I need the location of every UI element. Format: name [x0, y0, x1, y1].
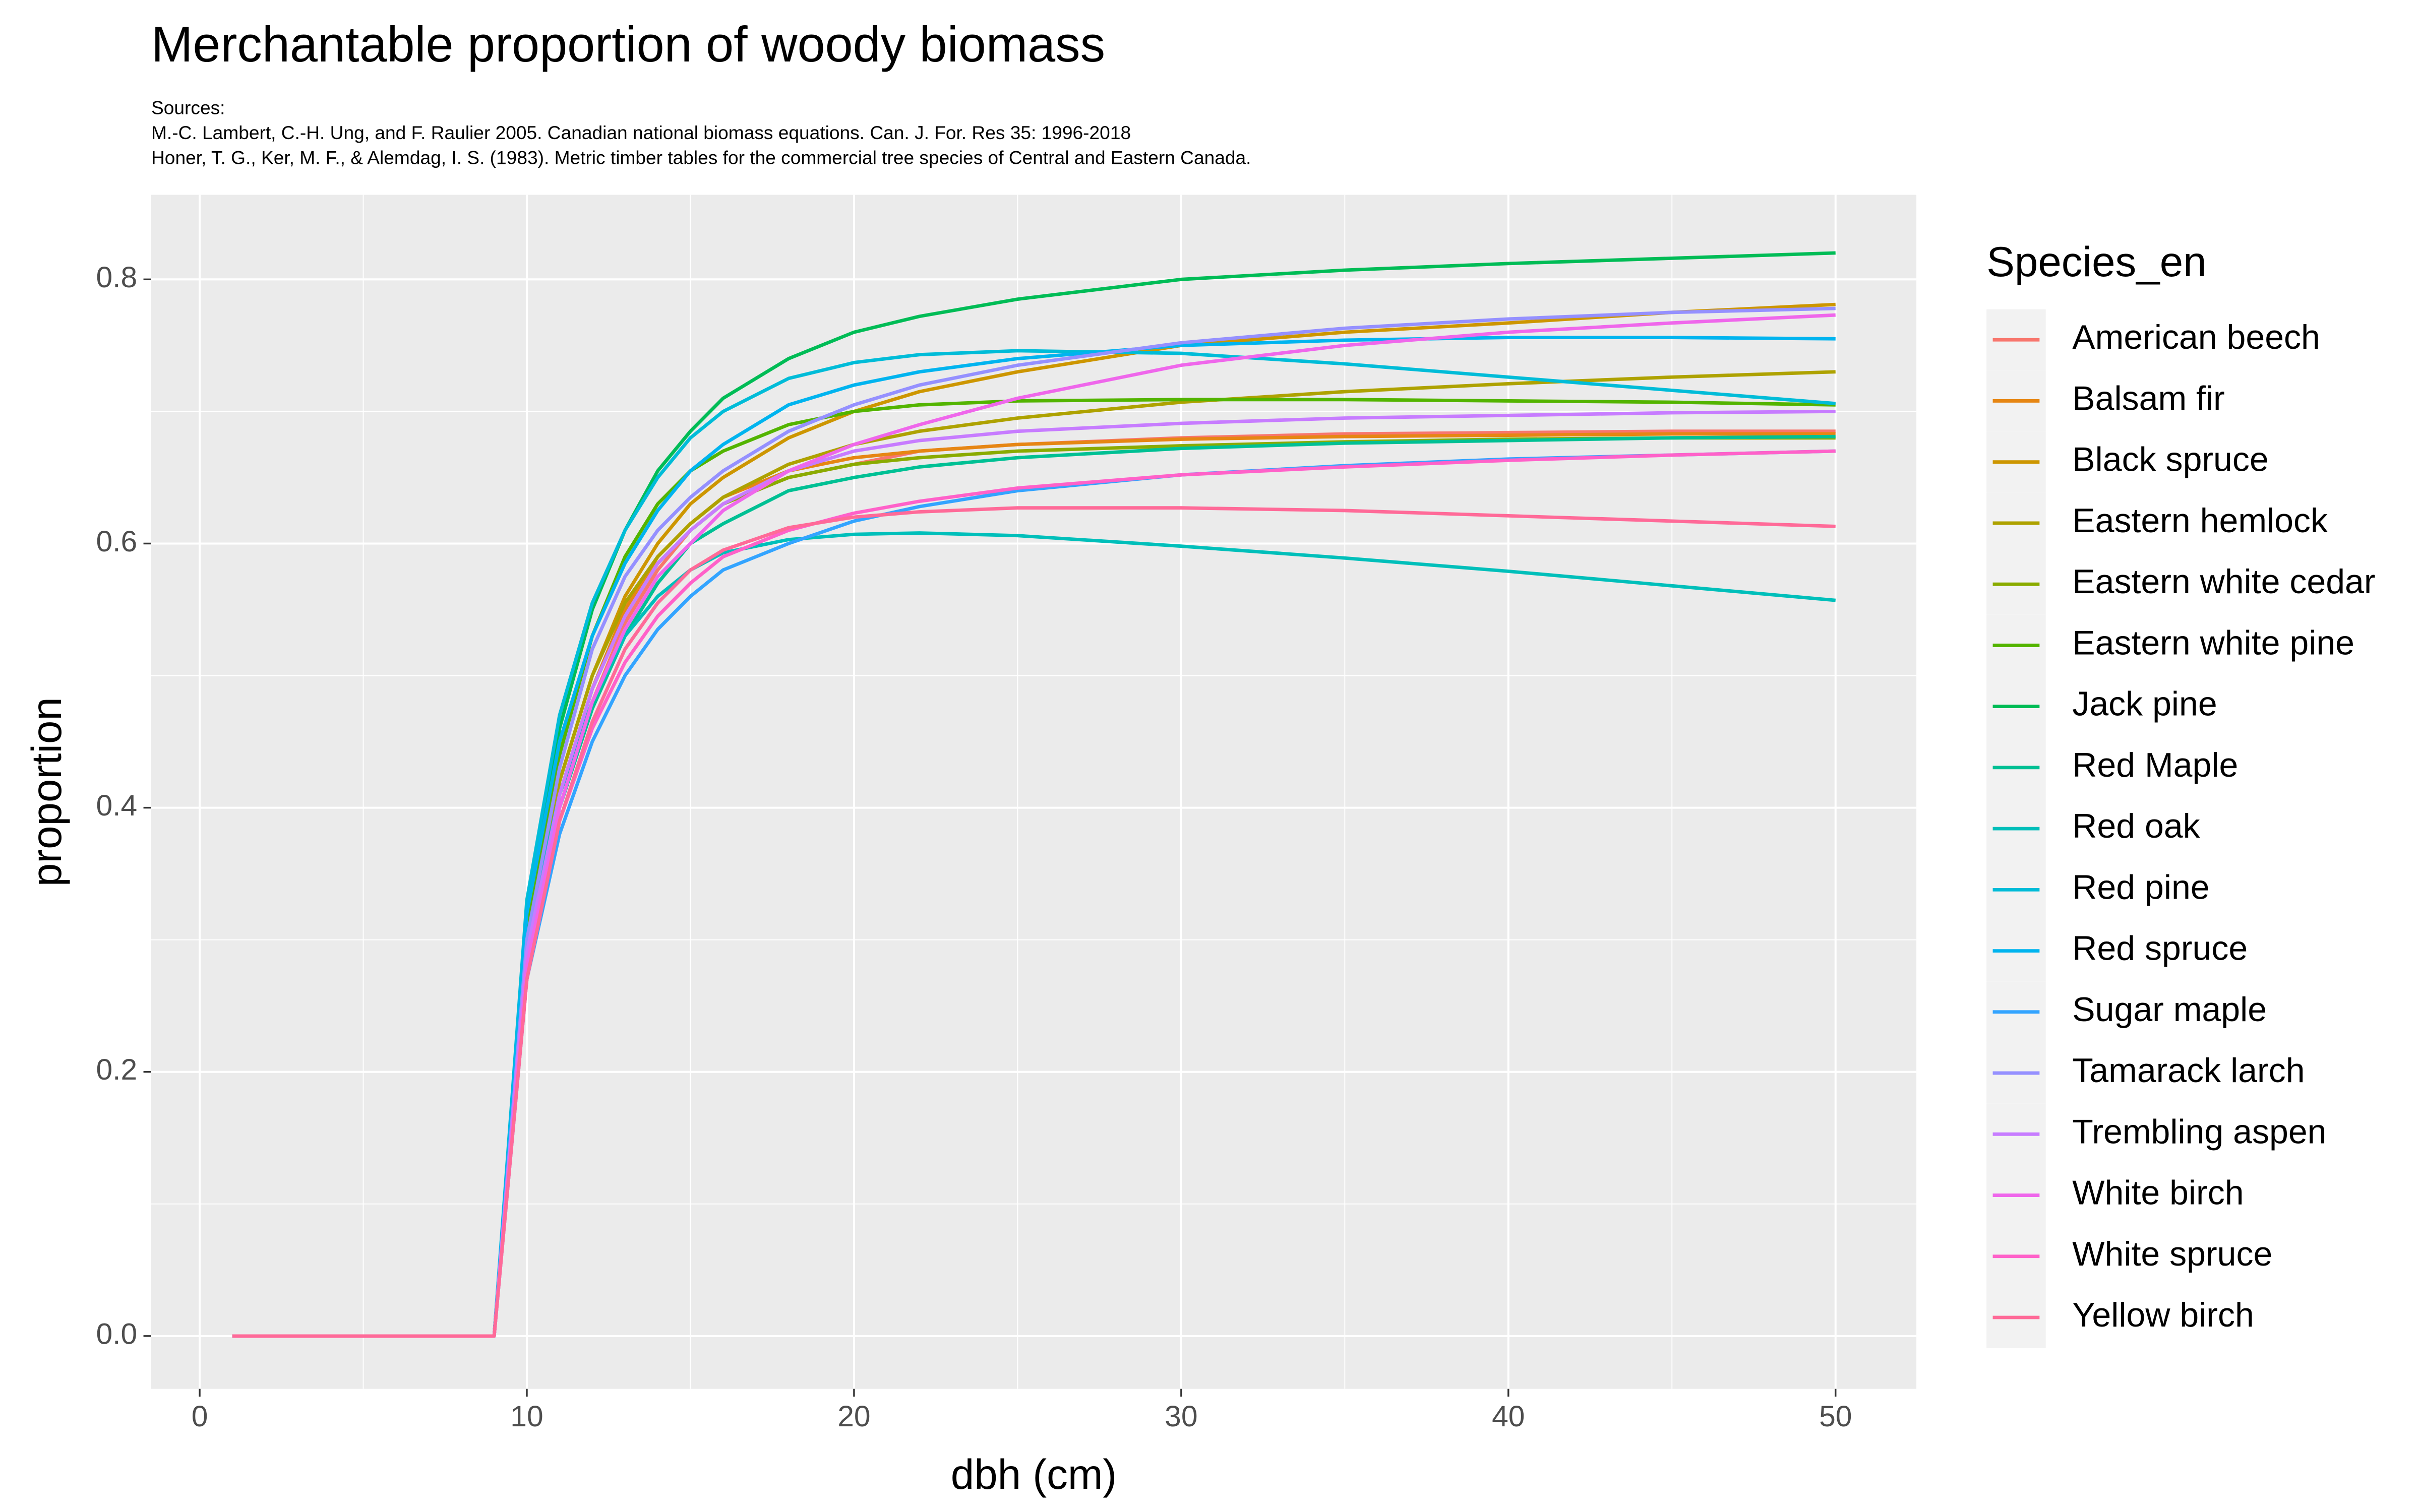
legend-label: American beech	[2072, 318, 2320, 356]
y-tick-label: 0.6	[96, 525, 137, 558]
legend-label: Red pine	[2072, 868, 2209, 906]
subtitle: Sources:	[151, 97, 225, 118]
legend-label: Trembling aspen	[2072, 1112, 2326, 1151]
legend-title: Species_en	[1986, 238, 2206, 285]
legend-label: Red spruce	[2072, 929, 2248, 968]
legend-label: Red Maple	[2072, 746, 2238, 784]
x-tick-label: 10	[510, 1400, 543, 1433]
chart-title: Merchantable proportion of woody biomass	[151, 16, 1105, 72]
legend-label: Balsam fir	[2072, 379, 2224, 417]
series-line	[232, 409, 1836, 1338]
series-line	[232, 306, 1836, 1338]
x-axis-label: dbh (cm)	[951, 1451, 1117, 1498]
legend-label: Eastern hemlock	[2072, 501, 2328, 540]
y-tick-label: 0.0	[96, 1317, 137, 1350]
series-line	[232, 251, 1836, 1338]
x-tick-label: 50	[1819, 1400, 1852, 1433]
legend-label: Black spruce	[2072, 440, 2268, 479]
y-axis-label: proportion	[23, 697, 70, 887]
series-line	[232, 370, 1836, 1338]
y-tick-label: 0.2	[96, 1053, 137, 1086]
y-tick-label: 0.4	[96, 789, 137, 822]
legend-label: Tamarack larch	[2072, 1051, 2305, 1090]
x-tick-label: 20	[837, 1400, 870, 1433]
x-tick-label: 30	[1165, 1400, 1197, 1433]
legend-label: Jack pine	[2072, 685, 2217, 723]
legend-label: Eastern white pine	[2072, 623, 2354, 662]
legend-label: Sugar maple	[2072, 990, 2267, 1029]
y-tick-label: 0.8	[96, 261, 137, 294]
subtitle: Honer, T. G., Ker, M. F., & Alemdag, I. …	[151, 147, 1251, 168]
legend-label: Eastern white cedar	[2072, 562, 2375, 601]
plot-panel	[151, 195, 1917, 1389]
legend-label: Red oak	[2072, 807, 2200, 845]
x-tick-label: 0	[192, 1400, 208, 1433]
x-tick-label: 40	[1492, 1400, 1525, 1433]
legend-label: White spruce	[2072, 1235, 2272, 1273]
series-line	[232, 398, 1836, 1338]
series-line	[232, 349, 1836, 1338]
legend-label: White birch	[2072, 1174, 2244, 1212]
legend-label: Yellow birch	[2072, 1296, 2254, 1334]
series-line	[232, 506, 1836, 1338]
subtitle: M.-C. Lambert, C.-H. Ung, and F. Raulier…	[151, 122, 1131, 143]
series-line	[232, 313, 1836, 1338]
series-line	[232, 336, 1836, 1338]
